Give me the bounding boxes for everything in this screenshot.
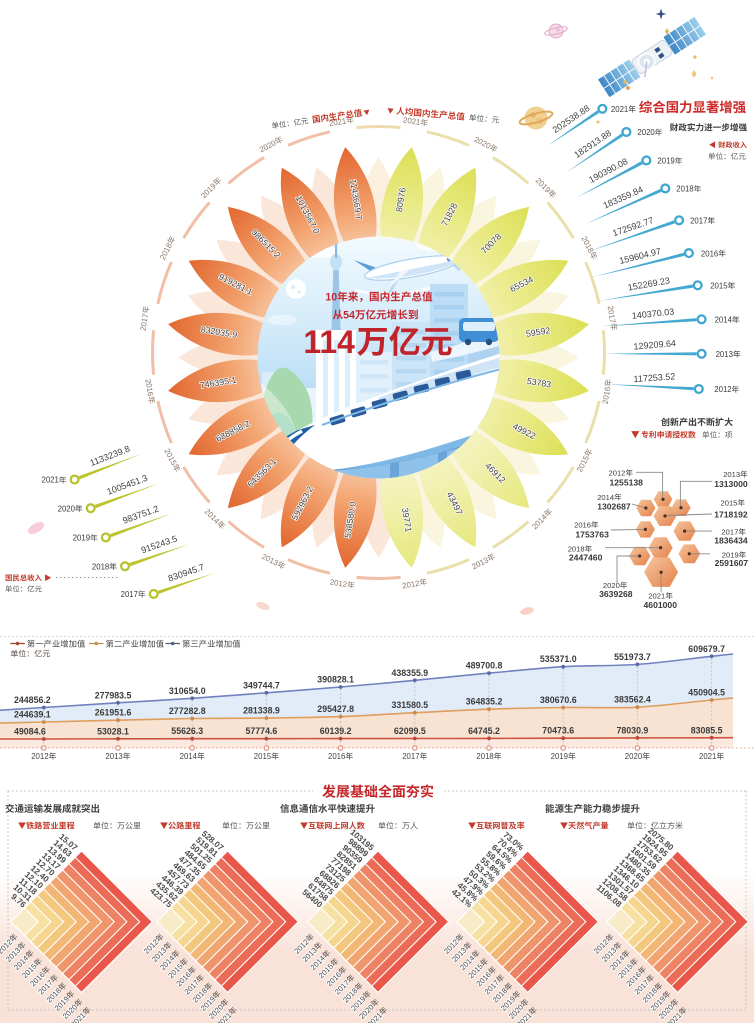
svg-text:2015: 2015: [710, 282, 728, 291]
svg-text:54: 54: [343, 310, 355, 322]
svg-text:2017: 2017: [606, 305, 618, 324]
svg-text:49084.6: 49084.6: [14, 727, 46, 737]
svg-text:438355.9: 438355.9: [392, 668, 429, 678]
svg-text:2013: 2013: [716, 350, 733, 359]
svg-text:70473.6: 70473.6: [542, 726, 574, 736]
svg-text:10: 10: [325, 292, 337, 304]
svg-text:261951.6: 261951.6: [95, 708, 132, 718]
svg-text:2020: 2020: [58, 504, 76, 513]
svg-text:2016: 2016: [328, 752, 345, 761]
svg-text:2012: 2012: [402, 579, 421, 591]
svg-text:2016: 2016: [601, 386, 613, 405]
svg-text:2012: 2012: [714, 385, 731, 394]
svg-text:2021: 2021: [648, 592, 665, 601]
svg-text:2447460: 2447460: [569, 553, 603, 563]
svg-text:281338.9: 281338.9: [243, 706, 280, 716]
svg-text:2018: 2018: [92, 562, 109, 571]
svg-text:450904.5: 450904.5: [688, 688, 725, 698]
svg-text:390828.1: 390828.1: [317, 675, 354, 685]
svg-text:2017: 2017: [402, 752, 419, 761]
svg-text:489700.8: 489700.8: [466, 661, 503, 671]
svg-text:2017: 2017: [721, 528, 738, 537]
svg-text:2017: 2017: [690, 217, 707, 226]
svg-text:380670.6: 380670.6: [540, 695, 577, 705]
svg-text:114: 114: [303, 324, 355, 360]
svg-text:2016: 2016: [574, 521, 591, 530]
svg-text:80976: 80976: [394, 187, 408, 213]
svg-text:331580.5: 331580.5: [392, 700, 429, 710]
svg-text:39771: 39771: [400, 507, 414, 533]
svg-text:349744.7: 349744.7: [243, 680, 280, 690]
svg-text:1313000: 1313000: [714, 479, 748, 489]
svg-text:2018: 2018: [568, 545, 585, 554]
svg-text:2591607: 2591607: [715, 558, 749, 568]
svg-text:62099.5: 62099.5: [394, 726, 426, 736]
svg-text:2019: 2019: [722, 551, 739, 560]
svg-text:4601000: 4601000: [644, 600, 678, 610]
svg-text:140370.03: 140370.03: [631, 307, 674, 321]
svg-text:2012: 2012: [329, 578, 348, 590]
svg-text:57774.6: 57774.6: [246, 726, 278, 736]
svg-text:117253.52: 117253.52: [633, 371, 675, 384]
svg-text:2013: 2013: [723, 470, 740, 479]
svg-text:2012: 2012: [31, 752, 48, 761]
svg-text:277983.5: 277983.5: [95, 690, 132, 700]
svg-text:2017: 2017: [139, 313, 151, 332]
svg-text:2021: 2021: [328, 117, 347, 129]
svg-text:53028.1: 53028.1: [97, 726, 129, 736]
svg-text:551973.7: 551973.7: [614, 652, 651, 662]
svg-text:364835.2: 364835.2: [466, 697, 503, 707]
svg-text:2021: 2021: [402, 115, 421, 127]
svg-text:2014: 2014: [597, 493, 614, 502]
svg-text:2018: 2018: [476, 752, 493, 761]
svg-text:2020: 2020: [637, 128, 655, 137]
svg-text:53783: 53783: [526, 376, 552, 390]
svg-text:244639.1: 244639.1: [14, 710, 51, 720]
svg-text:1255138: 1255138: [610, 478, 644, 488]
svg-text:2015: 2015: [254, 752, 272, 761]
svg-text:2019: 2019: [657, 157, 674, 166]
svg-text:310654.0: 310654.0: [169, 686, 206, 696]
svg-text:2019: 2019: [551, 752, 568, 761]
svg-text:1753763: 1753763: [575, 530, 609, 540]
svg-text:2012: 2012: [609, 469, 626, 478]
svg-text:129209.64: 129209.64: [633, 338, 676, 352]
svg-text:2015: 2015: [721, 499, 738, 508]
svg-text:83085.5: 83085.5: [691, 725, 723, 735]
svg-text:2019: 2019: [73, 534, 90, 543]
svg-text:59592: 59592: [525, 325, 551, 339]
svg-text:2021: 2021: [42, 476, 59, 485]
svg-text:609679.7: 609679.7: [688, 644, 725, 654]
svg-text:60139.2: 60139.2: [320, 726, 352, 736]
svg-text:2014: 2014: [715, 316, 733, 325]
svg-text:2017: 2017: [121, 590, 138, 599]
svg-text:2021: 2021: [611, 105, 628, 114]
svg-text:244856.2: 244856.2: [14, 695, 51, 705]
svg-text:295427.8: 295427.8: [317, 704, 354, 714]
svg-text:1836434: 1836434: [714, 536, 748, 546]
svg-text:535371.0: 535371.0: [540, 654, 577, 664]
svg-text:1718192: 1718192: [714, 510, 748, 520]
svg-text:277282.8: 277282.8: [169, 706, 206, 716]
svg-text:3639268: 3639268: [599, 589, 633, 599]
svg-text:2020: 2020: [625, 752, 643, 761]
svg-text:1302687: 1302687: [597, 502, 631, 512]
svg-text:2013: 2013: [105, 752, 122, 761]
svg-text:383562.4: 383562.4: [614, 695, 651, 705]
svg-text:64745.2: 64745.2: [468, 726, 500, 736]
svg-text:78030.9: 78030.9: [617, 725, 649, 735]
svg-text:2016: 2016: [143, 378, 155, 397]
svg-text:2016: 2016: [701, 249, 718, 258]
svg-text:2018: 2018: [676, 185, 693, 194]
svg-text:2014: 2014: [180, 752, 198, 761]
svg-text:55626.3: 55626.3: [171, 726, 203, 736]
svg-text:2020: 2020: [603, 581, 620, 590]
svg-text:2021: 2021: [699, 752, 716, 761]
